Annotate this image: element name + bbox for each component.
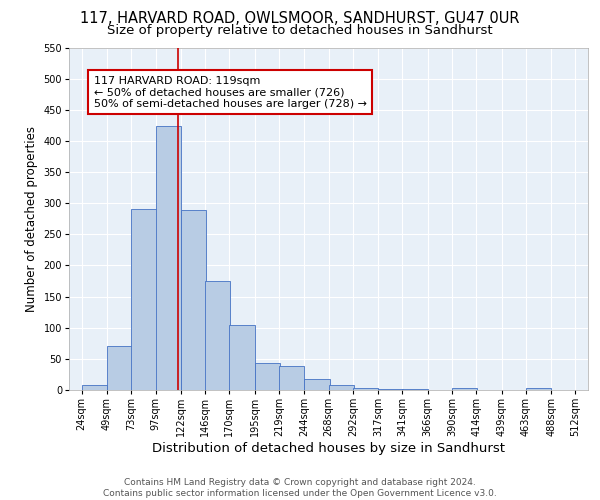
Bar [131,209,157,390]
Bar [353,388,378,390]
Bar [279,366,304,390]
Bar [254,363,280,390]
Bar [304,380,329,390]
Bar [378,389,403,390]
Text: Size of property relative to detached houses in Sandhurst: Size of property relative to detached ho… [107,24,493,37]
Y-axis label: Number of detached properties: Number of detached properties [25,126,38,312]
Bar [107,346,132,390]
Bar [205,281,230,390]
Bar [181,210,206,390]
Text: Contains HM Land Registry data © Crown copyright and database right 2024.
Contai: Contains HM Land Registry data © Crown c… [103,478,497,498]
Bar [526,388,551,390]
Bar [229,324,254,390]
Bar [155,126,181,390]
Text: 117, HARVARD ROAD, OWLSMOOR, SANDHURST, GU47 0UR: 117, HARVARD ROAD, OWLSMOOR, SANDHURST, … [80,11,520,26]
Bar [452,388,477,390]
Bar [329,385,354,390]
Bar [82,385,107,390]
X-axis label: Distribution of detached houses by size in Sandhurst: Distribution of detached houses by size … [152,442,505,455]
Text: 117 HARVARD ROAD: 119sqm
← 50% of detached houses are smaller (726)
50% of semi-: 117 HARVARD ROAD: 119sqm ← 50% of detach… [94,76,367,108]
